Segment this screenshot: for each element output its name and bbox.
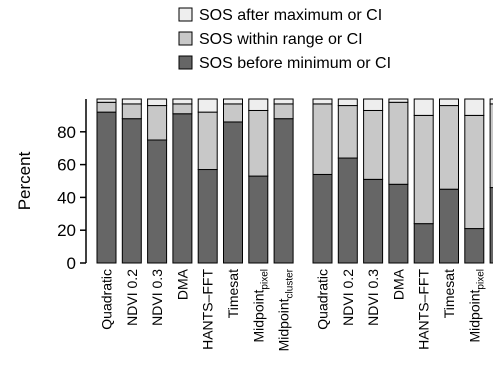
bar-after-p1-1 [96, 98, 117, 103]
category-label: DMA [174, 268, 190, 300]
bar-within-p1-1 [96, 101, 117, 113]
bar-before-p1-8 [273, 118, 294, 264]
category-label: Midpointpixel [466, 269, 486, 343]
bar-after-p1-5 [197, 98, 218, 113]
bar-within-p2-4 [388, 101, 409, 185]
bar-within-p2-8 [489, 103, 493, 189]
category-label: HANTS–FFT [416, 269, 432, 350]
bar-before-p2-8 [489, 187, 493, 264]
bar-before-p1-5 [197, 169, 218, 264]
legend: SOS after maximum or CI SOS within range … [178, 7, 391, 72]
bar-before-p1-3 [147, 139, 168, 264]
bar-after-p1-4 [172, 98, 193, 105]
bar-after-p2-5 [413, 98, 434, 116]
bar-before-p2-4 [388, 183, 409, 264]
bar-after-p1-7 [248, 98, 269, 111]
category-label: Midpointcluster [492, 268, 493, 351]
y-tick-label: 80 [57, 123, 76, 142]
bar-before-p1-1 [96, 111, 117, 264]
bar-within-p1-5 [197, 111, 218, 171]
bar-within-p2-2 [337, 105, 358, 159]
panel-1: Quadratic NDVI 0.2 NDVI 0.3 DMA HANTS–FFT Tim… [96, 98, 296, 351]
bar-after-p2-8 [489, 98, 493, 105]
category-label: NDVI 0.2 [340, 269, 356, 326]
legend-label-within: SOS within range or CI [199, 31, 363, 48]
y-tick-label: 40 [57, 188, 76, 207]
bar-after-p2-2 [337, 98, 358, 107]
bar-within-p2-3 [363, 109, 384, 180]
bar-after-p2-6 [439, 98, 459, 107]
bar-within-p2-1 [312, 103, 333, 175]
bar-before-p1-2 [121, 118, 142, 264]
bar-within-p2-5 [413, 114, 434, 225]
y-tick-label: 60 [57, 156, 76, 175]
legend-swatch-within [178, 31, 193, 46]
bar-after-p2-4 [388, 98, 409, 103]
bar-before-p2-5 [413, 223, 434, 264]
category-label: Quadratic [99, 269, 115, 330]
bar-before-p2-3 [363, 178, 384, 264]
bar-before-p2-6 [439, 188, 459, 264]
category-label: Midpointcluster [276, 268, 296, 351]
bar-before-p2-1 [312, 173, 333, 264]
bar-within-p2-7 [464, 114, 485, 230]
bar-after-p1-2 [121, 98, 142, 105]
bar-before-p1-6 [223, 121, 243, 264]
bar-after-p2-7 [464, 98, 485, 116]
y-axis: 0 20 40 60 80 [57, 99, 87, 273]
y-axis-label: Percent [15, 151, 34, 210]
bar-before-p2-7 [464, 228, 485, 264]
category-label: HANTS–FFT [200, 269, 216, 350]
category-label: DMA [390, 268, 406, 300]
bar-within-p1-7 [248, 109, 269, 177]
category-label: Midpointpixel [250, 269, 270, 343]
bar-within-p1-2 [121, 103, 142, 120]
category-label: NDVI 0.2 [124, 269, 140, 326]
bar-within-p1-4 [172, 103, 193, 115]
bar-after-p1-3 [147, 98, 168, 107]
bar-within-p1-3 [147, 105, 168, 141]
legend-swatch-after [178, 7, 193, 22]
chart-panels: Quadratic NDVI 0.2 NDVI 0.3 DMA HANTS–FFT Tim… [96, 98, 493, 351]
category-label: Timesat [225, 269, 241, 318]
bar-before-p1-7 [248, 175, 269, 264]
category-label: NDVI 0.3 [365, 269, 381, 326]
category-label: Quadratic [315, 269, 331, 330]
panel-2: Quadratic NDVI 0.2 NDVI 0.3 DMA HANTS–FFT Tim… [312, 98, 493, 351]
y-tick-label: 0 [67, 254, 76, 273]
bar-before-p1-4 [172, 113, 193, 264]
legend-label-before: SOS before minimum or CI [199, 55, 391, 72]
category-label: Timesat [441, 269, 457, 318]
y-tick-label: 20 [57, 221, 76, 240]
bar-within-p2-6 [439, 105, 459, 190]
bar-after-p2-1 [312, 98, 333, 105]
bar-within-p1-8 [273, 103, 294, 120]
category-label: NDVI 0.3 [149, 269, 165, 326]
bar-before-p2-2 [337, 157, 358, 264]
bar-after-p1-8 [273, 98, 294, 105]
legend-swatch-before [178, 55, 193, 70]
legend-label-after: SOS after maximum or CI [199, 7, 382, 24]
bar-after-p1-6 [223, 98, 243, 105]
bar-after-p2-3 [363, 98, 384, 111]
bar-within-p1-6 [223, 103, 243, 123]
